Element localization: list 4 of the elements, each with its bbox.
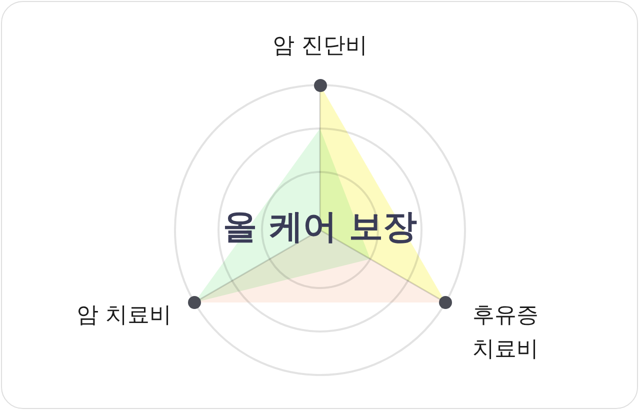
spoke-label: 암 진단비 — [272, 34, 368, 58]
spoke-label: 암 치료비 — [76, 303, 172, 328]
spoke-label: 후유증 치료비 — [472, 303, 539, 362]
text: 올 케어 보장 — [223, 207, 417, 247]
